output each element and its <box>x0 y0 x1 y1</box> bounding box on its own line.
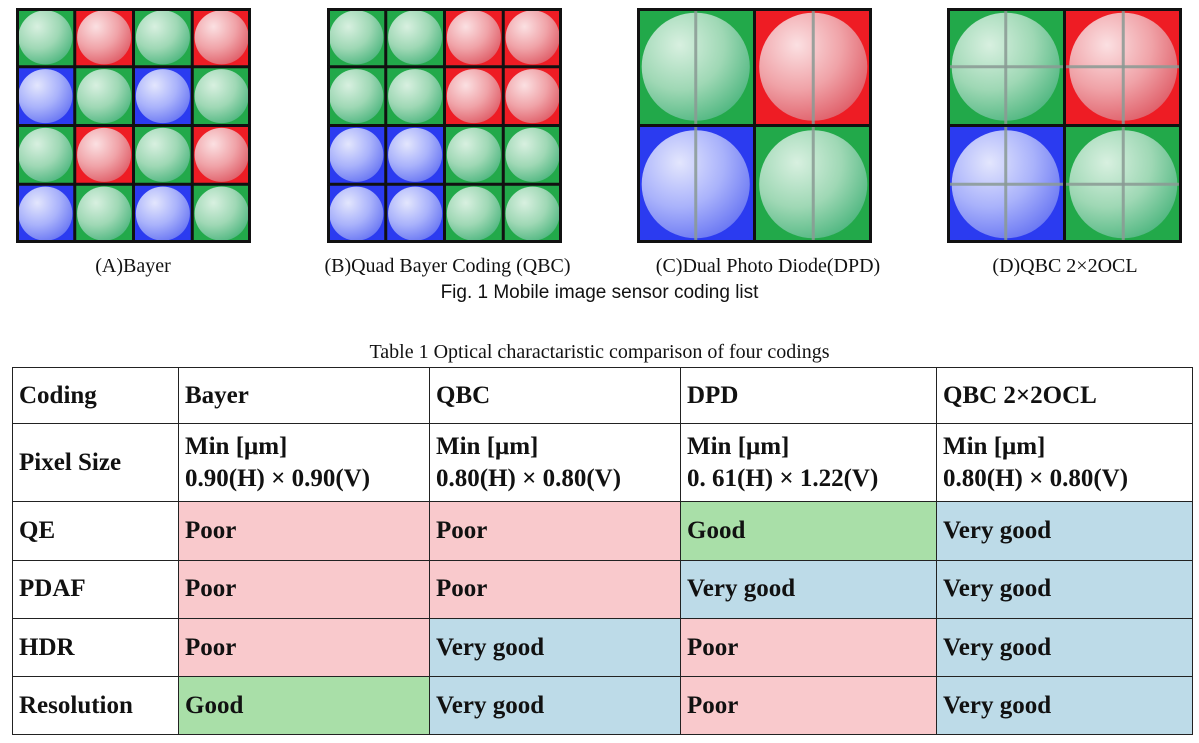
row-label: HDR <box>12 617 179 677</box>
header-bayer: Bayer <box>178 366 430 425</box>
microlens <box>135 69 190 124</box>
pixel-size-cell: Min [μm] 0.80(H) × 0.80(V) <box>429 423 681 503</box>
bayer-diagram <box>16 8 251 243</box>
microlens <box>194 10 249 65</box>
microlens <box>329 69 384 124</box>
microlens <box>388 69 443 124</box>
table-row-pixel-size: Pixel Size Min [μm] 0.90(H) × 0.90(V) Min… <box>12 423 1193 503</box>
rating-cell: Very good <box>936 675 1193 736</box>
rating-cell: Good <box>178 675 430 736</box>
rating-cell: Very good <box>429 617 681 677</box>
rating-cell: Very good <box>680 559 937 619</box>
row-label: Resolution <box>12 675 179 736</box>
row-label: Pixel Size <box>12 423 179 503</box>
qbc-2x2ocl-diagram <box>947 8 1182 243</box>
table-row-resolution: Resolution Good Very good Poor Very good <box>12 675 1193 736</box>
microlens <box>388 127 443 182</box>
microlens <box>329 127 384 182</box>
header-qbc-2x2ocl: QBC 2×2OCL <box>936 366 1193 425</box>
table-header-row: Coding Bayer QBC DPD QBC 2×2OCL <box>12 366 1193 425</box>
microlens <box>135 10 190 65</box>
rating-cell: Good <box>680 501 937 561</box>
caption-qbc-2x2ocl: (D)QBC 2×2OCL <box>992 255 1138 277</box>
microlens <box>18 69 73 124</box>
caption-bayer: (A)Bayer <box>95 255 171 277</box>
rating-cell: Very good <box>429 675 681 736</box>
table-caption: Table 1 Optical charactaristic compariso… <box>369 341 830 363</box>
microlens <box>77 127 132 182</box>
microlens <box>505 69 560 124</box>
microlens <box>446 186 501 241</box>
table-row-hdr: HDR Poor Very good Poor Very good <box>12 617 1193 677</box>
microlens <box>194 186 249 241</box>
microlens <box>135 127 190 182</box>
caption-qbc: (B)Quad Bayer Coding (QBC) <box>324 255 571 277</box>
microlens <box>194 69 249 124</box>
microlens <box>505 186 560 241</box>
pixel-size-cell: Min [μm] 0.80(H) × 0.80(V) <box>936 423 1193 503</box>
microlens <box>505 127 560 182</box>
rating-cell: Poor <box>429 501 681 561</box>
dpd-diagram <box>637 8 872 243</box>
rating-cell: Very good <box>936 501 1193 561</box>
rating-cell: Poor <box>680 675 937 736</box>
microlens <box>329 10 384 65</box>
microlens <box>77 69 132 124</box>
microlens <box>18 10 73 65</box>
rating-cell: Poor <box>429 559 681 619</box>
microlens <box>18 127 73 182</box>
row-label: PDAF <box>12 559 179 619</box>
microlens <box>18 186 73 241</box>
figure-caption: Fig. 1 Mobile image sensor coding list <box>440 282 759 303</box>
microlens <box>135 186 190 241</box>
microlens <box>505 10 560 65</box>
header-dpd: DPD <box>680 366 937 425</box>
microlens <box>388 10 443 65</box>
pixel-size-cell: Min [μm] 0.90(H) × 0.90(V) <box>178 423 430 503</box>
microlens <box>77 186 132 241</box>
comparison-table: Coding Bayer QBC DPD QBC 2×2OCL Pixel Si… <box>12 366 1193 736</box>
qbc-diagram <box>327 8 562 243</box>
pixel-size-cell: Min [μm] 0. 61(H) × 1.22(V) <box>680 423 937 503</box>
microlens <box>194 127 249 182</box>
rating-cell: Very good <box>936 617 1193 677</box>
microlens <box>446 10 501 65</box>
header-qbc: QBC <box>429 366 681 425</box>
microlens <box>446 69 501 124</box>
caption-dpd: (C)Dual Photo Diode(DPD) <box>655 255 881 277</box>
rating-cell: Poor <box>178 617 430 677</box>
header-coding: Coding <box>12 366 179 425</box>
table-row-qe: QE Poor Poor Good Very good <box>12 501 1193 561</box>
rating-cell: Poor <box>178 501 430 561</box>
row-label: QE <box>12 501 179 561</box>
rating-cell: Poor <box>178 559 430 619</box>
rating-cell: Poor <box>680 617 937 677</box>
microlens <box>329 186 384 241</box>
microlens <box>446 127 501 182</box>
rating-cell: Very good <box>936 559 1193 619</box>
microlens <box>388 186 443 241</box>
microlens <box>77 10 132 65</box>
table-row-pdaf: PDAF Poor Poor Very good Very good <box>12 559 1193 619</box>
